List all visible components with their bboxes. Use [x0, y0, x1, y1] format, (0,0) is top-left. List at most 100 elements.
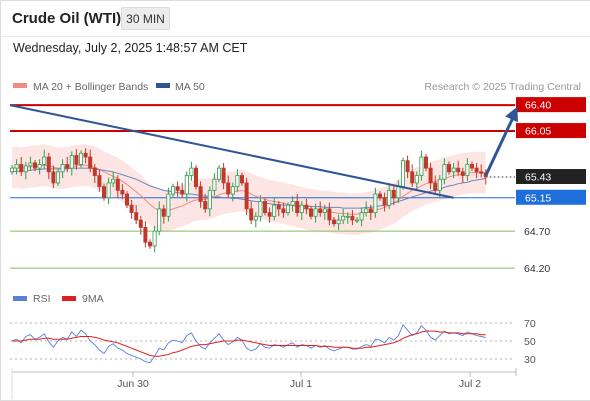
- candle-body: [19, 164, 24, 173]
- chart-title: Crude Oil (WTI): [12, 10, 122, 27]
- candle-body: [180, 189, 185, 195]
- time-tick-label: Jul 1: [290, 378, 312, 390]
- candle-body: [152, 230, 157, 247]
- level-tag-bg-pivot: [516, 189, 586, 205]
- candle-body: [129, 204, 134, 213]
- candle-body: [368, 208, 373, 213]
- candle-body: [382, 197, 387, 206]
- candle-body: [336, 219, 341, 225]
- candle-body: [469, 164, 474, 169]
- level-tag-bg-resistance: [516, 123, 586, 139]
- candle-body: [157, 208, 162, 232]
- candle-body: [216, 167, 221, 180]
- level-tag-resistance: 66.05: [525, 126, 551, 138]
- rsi-tick-label: 70: [524, 318, 536, 330]
- candle-body: [56, 171, 61, 184]
- candle-body: [267, 212, 272, 217]
- rsi-legend: RSI 9MA: [13, 293, 104, 305]
- timestamp: Wednesday, July 2, 2025 1:48:57 AM CET: [13, 41, 248, 55]
- candle-body: [428, 167, 433, 184]
- candle-body: [198, 186, 203, 202]
- rsi-ma-legend-swatch: [62, 296, 76, 301]
- candle-body: [442, 164, 447, 180]
- candle-body: [147, 241, 152, 247]
- timeframe-button[interactable]: 30 MIN: [121, 7, 170, 30]
- candle-body: [69, 155, 74, 169]
- candle-body: [244, 182, 249, 210]
- candle-body: [281, 208, 286, 213]
- candle-body: [433, 182, 438, 191]
- time-tick-label: Jun 30: [117, 378, 149, 390]
- candle-body: [239, 175, 244, 184]
- ma50-legend-swatch: [156, 83, 170, 88]
- level-tag-bg-current: [516, 169, 586, 185]
- candle-body: [23, 165, 28, 173]
- candle-body: [184, 175, 189, 195]
- time-tick-label: Jul 2: [459, 378, 481, 390]
- candle-body: [60, 164, 65, 173]
- candle-body: [262, 201, 267, 213]
- candle-body: [331, 219, 336, 225]
- candle-body: [414, 175, 419, 184]
- candle-body: [419, 156, 424, 176]
- candle-body: [42, 156, 47, 165]
- ma50-legend-label: MA 50: [175, 81, 205, 93]
- rsi-tick-label: 30: [524, 354, 536, 366]
- candle-body: [410, 171, 415, 184]
- candle-body: [175, 186, 180, 191]
- candle-body: [88, 156, 93, 169]
- candle-body: [161, 208, 166, 217]
- candle-body: [106, 182, 111, 199]
- rsi-ma-line: [12, 330, 486, 357]
- candle-body: [479, 171, 484, 174]
- candle-body: [33, 162, 38, 169]
- trendline: [9, 104, 454, 199]
- level-tag-current: 65.43: [525, 172, 551, 184]
- candle-body: [377, 193, 382, 199]
- candle-body: [354, 219, 359, 222]
- candle-body: [290, 201, 295, 206]
- candle-body: [207, 189, 212, 210]
- candle-body: [120, 189, 125, 195]
- candle-body: [83, 152, 88, 158]
- candle-body: [272, 204, 277, 217]
- rsi-tick-label: 50: [524, 336, 536, 348]
- candle-body: [437, 178, 442, 191]
- rsi-legend-swatch: [13, 296, 27, 301]
- candle-body: [456, 167, 461, 173]
- candle-body: [28, 162, 33, 167]
- candle-body: [276, 204, 281, 210]
- candle-body: [74, 155, 79, 165]
- candle-body: [295, 201, 300, 213]
- level-tag-support: 64.70: [524, 226, 550, 238]
- candle-body: [359, 212, 364, 221]
- candle-body: [193, 167, 198, 188]
- candle-body: [65, 164, 70, 169]
- candle-body: [451, 167, 456, 173]
- candle-body: [350, 215, 355, 221]
- rsi-ma-legend-label: 9MA: [82, 293, 104, 305]
- candle-body: [387, 189, 392, 206]
- candle-body: [423, 156, 428, 169]
- candle-body: [170, 186, 175, 195]
- candle-body: [111, 178, 116, 184]
- candle-body: [143, 227, 148, 243]
- candle-body: [189, 167, 194, 176]
- candle-body: [474, 167, 479, 173]
- candle-body: [253, 215, 258, 221]
- candle-body: [345, 215, 350, 218]
- candle-body: [299, 204, 304, 213]
- level-tag-resistance: 66.40: [525, 100, 551, 112]
- candle-body: [258, 201, 263, 217]
- candle-body: [212, 178, 217, 191]
- candle-body: [97, 175, 102, 188]
- candle-body: [221, 167, 226, 184]
- candle-body: [318, 208, 323, 213]
- candle-body: [322, 208, 327, 213]
- candle-body: [125, 193, 130, 206]
- candle-body: [304, 204, 309, 210]
- candle-body: [203, 201, 208, 210]
- level-tag-bg-resistance: [516, 97, 586, 113]
- candle-body: [230, 186, 235, 195]
